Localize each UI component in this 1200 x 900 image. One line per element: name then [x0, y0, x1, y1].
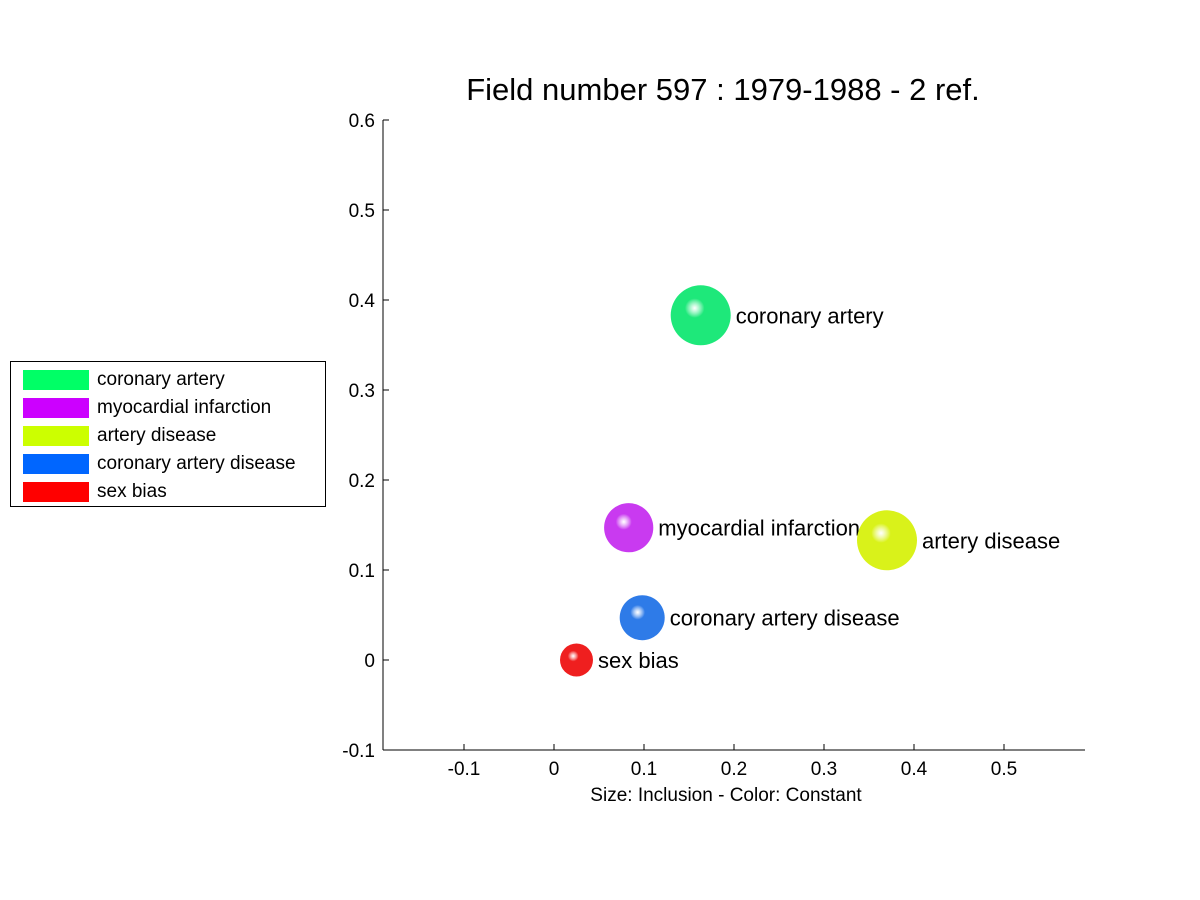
- legend-swatch: [23, 426, 89, 446]
- data-point-sphere: [604, 503, 654, 553]
- legend-item: myocardial infarction: [23, 397, 272, 418]
- data-point-label: myocardial infarction: [658, 516, 860, 541]
- legend-label: sex bias: [97, 481, 167, 502]
- legend-item: coronary artery: [23, 369, 225, 390]
- data-point-label: coronary artery: [736, 303, 884, 328]
- x-tick-label: 0.1: [631, 759, 657, 780]
- plot-axes: [382, 120, 1085, 751]
- data-points: coronary artery myocardial infarction arte…: [560, 285, 1060, 677]
- legend-item: coronary artery disease: [23, 453, 296, 474]
- y-axis-ticks: -0.1 0 0.1 0.2 0.3 0.4 0.5 0.6: [342, 111, 389, 762]
- data-point-label: sex bias: [598, 648, 679, 673]
- data-point-sphere: [560, 643, 593, 677]
- x-tick-label: 0.5: [991, 759, 1017, 780]
- x-axis-label: Size: Inclusion - Color: Constant: [590, 785, 862, 806]
- x-tick-label: 0.4: [901, 759, 928, 780]
- x-tick-label: 0.2: [721, 759, 747, 780]
- y-tick-label: 0.1: [349, 561, 375, 582]
- legend-label: coronary artery: [97, 369, 225, 390]
- chart-title: Field number 597 : 1979-1988 - 2 ref.: [466, 72, 980, 107]
- y-tick-label: 0.6: [349, 111, 375, 132]
- y-tick-label: 0.4: [349, 291, 376, 312]
- legend-item: artery disease: [23, 425, 217, 446]
- data-point-sphere: [619, 595, 665, 641]
- x-axis-ticks: -0.1 0 0.1 0.2 0.3 0.4 0.5: [448, 744, 1017, 780]
- legend-label: artery disease: [97, 425, 217, 446]
- chart-legend: coronary artery myocardial infarction ar…: [10, 361, 326, 507]
- x-tick-label: 0: [549, 759, 560, 780]
- legend-label: myocardial infarction: [97, 397, 272, 418]
- y-tick-label: 0.5: [349, 201, 375, 222]
- x-tick-label: -0.1: [448, 759, 481, 780]
- y-tick-label: -0.1: [342, 741, 375, 762]
- data-point-sphere: [857, 510, 917, 571]
- legend-swatch: [23, 482, 89, 502]
- x-tick-label: 0.3: [811, 759, 837, 780]
- y-tick-label: 0.2: [349, 471, 375, 492]
- legend-item: sex bias: [23, 481, 167, 502]
- data-point-label: coronary artery disease: [670, 606, 900, 631]
- legend-label: coronary artery disease: [97, 453, 296, 474]
- y-tick-label: 0: [364, 651, 375, 672]
- data-point-label: artery disease: [922, 528, 1060, 553]
- legend-swatch: [23, 398, 89, 418]
- data-point-sphere: [670, 285, 731, 346]
- legend-swatch: [23, 454, 89, 474]
- y-tick-label: 0.3: [349, 381, 375, 402]
- legend-swatch: [23, 370, 89, 390]
